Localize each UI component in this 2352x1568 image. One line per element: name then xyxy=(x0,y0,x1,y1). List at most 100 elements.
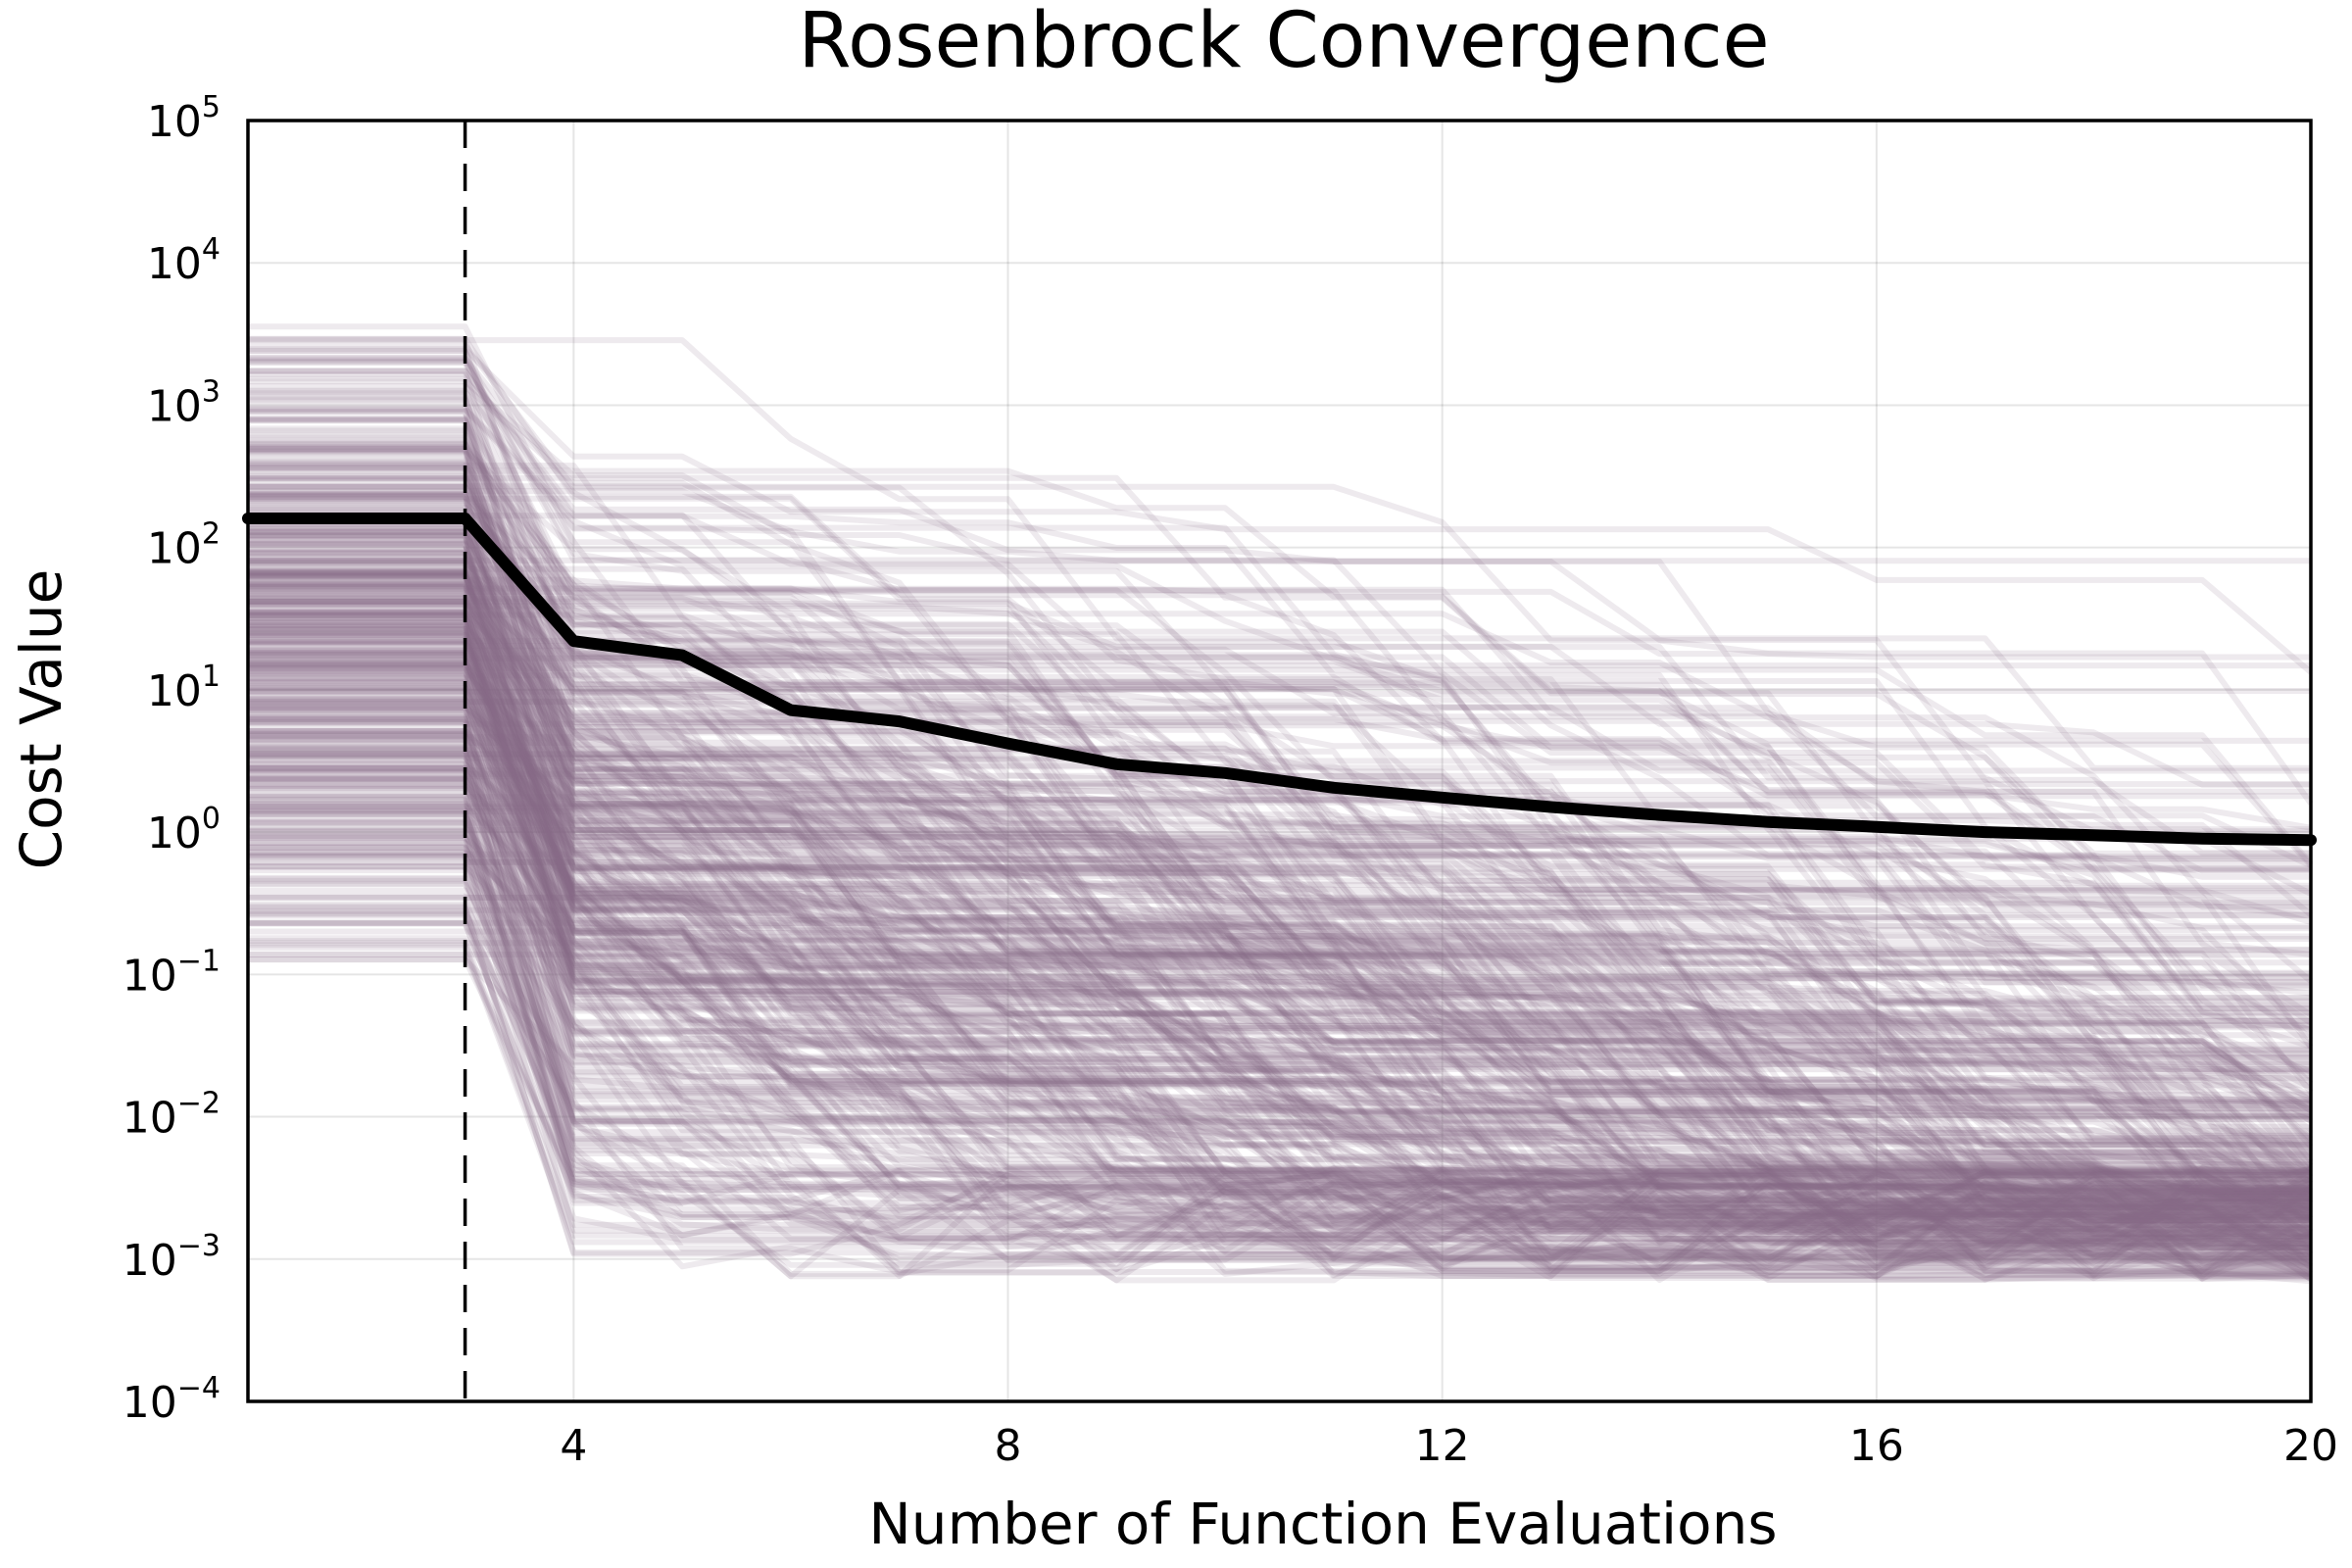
cost-trace xyxy=(248,619,2312,1248)
y-tick-label: 102 xyxy=(147,517,220,574)
cost-trace xyxy=(248,707,2311,1204)
cost-trace xyxy=(248,818,2311,1277)
cost-trace xyxy=(248,592,2311,1274)
cost-trace xyxy=(248,827,2313,1272)
cost-trace xyxy=(248,583,2313,1114)
cost-trace xyxy=(248,463,2311,1240)
cost-trace xyxy=(248,649,2312,1248)
cost-trace xyxy=(248,651,2311,1123)
cost-trace xyxy=(248,751,2312,1279)
cost-trace xyxy=(248,608,2311,1067)
cost-trace xyxy=(248,437,2311,1039)
cost-trace xyxy=(248,851,2311,1168)
cost-trace xyxy=(248,528,2311,1156)
cost-trace xyxy=(248,516,2311,1219)
y-tick-label: 103 xyxy=(147,374,220,431)
cost-trace xyxy=(248,335,2311,744)
cost-trace xyxy=(248,863,2312,1279)
cost-trace xyxy=(248,786,2311,1198)
cost-trace xyxy=(248,664,2311,1264)
cost-trace xyxy=(248,466,2311,1265)
cost-trace xyxy=(248,346,2313,675)
cost-trace xyxy=(248,800,2311,1268)
cost-trace xyxy=(248,416,2312,1033)
cost-trace xyxy=(248,852,2311,1264)
cost-trace xyxy=(248,834,2312,1278)
cost-trace xyxy=(248,699,2312,1284)
cost-trace xyxy=(248,632,2311,1195)
y-tick-label: 101 xyxy=(147,660,220,716)
cost-trace xyxy=(248,658,2311,1024)
cost-trace xyxy=(248,621,2313,1275)
cost-trace xyxy=(248,660,2311,1076)
cost-trace xyxy=(248,760,2311,1116)
cost-trace xyxy=(248,586,2311,1232)
cost-trace xyxy=(248,736,2311,1258)
cost-trace xyxy=(248,494,2311,1206)
cost-trace xyxy=(248,734,2311,1271)
cost-trace xyxy=(248,477,2312,1152)
plot-frame xyxy=(246,119,2313,1403)
cost-trace xyxy=(248,770,2312,1243)
cost-trace xyxy=(248,581,2314,1095)
cost-trace xyxy=(248,567,2312,1223)
cost-trace xyxy=(248,560,2313,1276)
cost-trace xyxy=(248,579,2312,1202)
cost-trace xyxy=(248,609,2311,1199)
cost-trace xyxy=(248,607,2311,1255)
cost-trace xyxy=(248,662,2311,1230)
cost-trace xyxy=(248,741,2311,1278)
cost-trace xyxy=(248,797,2311,1269)
cost-trace xyxy=(248,590,2311,1282)
cost-trace xyxy=(248,467,2311,694)
cost-trace xyxy=(248,507,2312,957)
cost-trace xyxy=(248,732,2311,1237)
cost-trace xyxy=(248,632,2311,1221)
cost-trace xyxy=(248,440,2311,1089)
cost-trace xyxy=(248,619,2311,1163)
cost-trace xyxy=(248,753,2311,1284)
cost-trace xyxy=(248,534,2311,1061)
cost-trace xyxy=(248,558,2311,1208)
cost-trace xyxy=(248,523,2312,1050)
cost-trace xyxy=(248,572,2311,1182)
cost-trace xyxy=(248,776,2311,1202)
cost-trace xyxy=(248,409,2312,925)
cost-trace xyxy=(248,811,2311,1233)
cost-trace xyxy=(248,803,2311,1261)
y-tick-label: 10−1 xyxy=(122,944,220,1001)
cost-trace xyxy=(248,928,2312,1248)
cost-trace xyxy=(248,952,2311,1270)
cost-trace xyxy=(248,652,2313,1239)
cost-trace xyxy=(248,881,2311,1280)
cost-trace xyxy=(248,550,2311,986)
cost-trace xyxy=(248,582,2311,1147)
cost-trace xyxy=(248,640,2311,1120)
cost-trace xyxy=(248,458,2313,1123)
x-tick-label: 16 xyxy=(1849,1421,1904,1471)
cost-trace xyxy=(248,625,2311,1231)
cost-trace xyxy=(248,581,2313,1124)
cost-trace xyxy=(248,743,2311,1196)
cost-trace xyxy=(248,905,2311,1261)
cost-trace xyxy=(248,348,2311,1007)
cost-trace xyxy=(248,705,2312,1248)
cost-trace xyxy=(248,780,2312,1263)
cost-trace xyxy=(248,561,2311,1257)
cost-trace xyxy=(248,714,2312,1269)
cost-trace xyxy=(248,704,2313,1282)
cost-trace xyxy=(248,617,2311,1267)
cost-trace xyxy=(248,633,2312,1273)
cost-trace xyxy=(248,526,2313,1026)
cost-trace xyxy=(248,360,2311,788)
cost-trace xyxy=(248,576,2314,1168)
cost-trace xyxy=(248,907,2311,1268)
cost-trace xyxy=(248,493,2311,1066)
cost-trace xyxy=(248,335,2313,1176)
cost-trace xyxy=(248,833,2312,1285)
cost-trace xyxy=(248,773,2311,897)
cost-trace xyxy=(248,609,2312,1178)
cost-trace xyxy=(248,573,2312,1232)
cost-trace xyxy=(248,730,2313,1212)
cost-trace xyxy=(248,394,2311,1196)
